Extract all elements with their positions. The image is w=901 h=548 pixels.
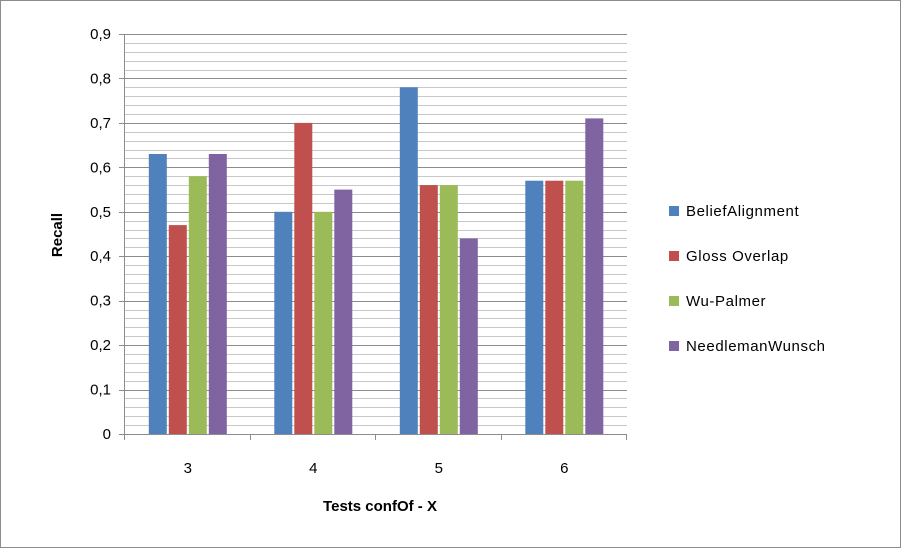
y-tick-label: 0 (103, 426, 111, 443)
legend-item: NeedlemanWunsch (669, 338, 826, 355)
bar-needlemanwunsch-6 (585, 118, 604, 435)
legend-swatch (669, 206, 679, 216)
legend-label: NeedlemanWunsch (686, 338, 826, 355)
bar-beliefalignment-6 (525, 180, 544, 434)
legend-swatch (669, 251, 679, 261)
bar-wu-palmer-4 (314, 211, 333, 434)
bar-gloss-overlap-6 (545, 180, 564, 434)
y-tick-label: 0,3 (90, 293, 111, 310)
legend-item: BeliefAlignment (669, 203, 799, 220)
x-tick-label: 3 (184, 460, 192, 477)
axes (119, 34, 627, 440)
y-tick-label: 0,5 (90, 204, 111, 221)
x-tick-label: 6 (560, 460, 568, 477)
legend-label: Gloss Overlap (686, 248, 789, 265)
bar-needlemanwunsch-3 (208, 154, 227, 434)
bar-beliefalignment-5 (399, 87, 418, 435)
legend: BeliefAlignment Gloss Overlap Wu-Palmer Nee… (669, 203, 826, 355)
bar-wu-palmer-3 (188, 176, 207, 434)
y-tick-label: 0,4 (90, 248, 111, 265)
y-tick-label: 0,7 (90, 115, 111, 132)
legend-swatch (669, 296, 679, 306)
legend-label: BeliefAlignment (686, 203, 799, 220)
bar-beliefalignment-4 (274, 211, 293, 434)
bar-needlemanwunsch-4 (334, 189, 353, 434)
x-tick-label: 4 (309, 460, 317, 477)
bar-gloss-overlap-4 (294, 122, 313, 435)
legend-item: Wu-Palmer (669, 293, 766, 310)
bar-wu-palmer-5 (439, 185, 458, 434)
y-tick-label: 0,6 (90, 159, 111, 176)
bar-gloss-overlap-5 (419, 185, 438, 434)
x-tick-labels: 3 4 5 6 (184, 460, 569, 477)
y-axis-title: Recall (49, 213, 66, 257)
y-tick-label: 0,9 (90, 26, 111, 43)
x-axis-title: Tests confOf - X (323, 498, 437, 515)
bars (148, 87, 604, 435)
y-tick-label: 0,2 (90, 337, 111, 354)
gridlines (125, 34, 627, 426)
y-tick-labels: 0 0,1 0,2 0,3 0,4 0,5 0,6 0,7 0,8 0,9 (90, 26, 111, 443)
legend-label: Wu-Palmer (686, 293, 766, 310)
bar-wu-palmer-6 (565, 180, 584, 434)
y-tick-label: 0,1 (90, 382, 111, 399)
legend-swatch (669, 341, 679, 351)
x-tick-label: 5 (435, 460, 443, 477)
legend-item: Gloss Overlap (669, 248, 789, 265)
y-tick-label: 0,8 (90, 70, 111, 87)
bar-beliefalignment-3 (148, 154, 167, 434)
bar-needlemanwunsch-5 (459, 238, 478, 434)
bar-gloss-overlap-3 (168, 225, 187, 434)
